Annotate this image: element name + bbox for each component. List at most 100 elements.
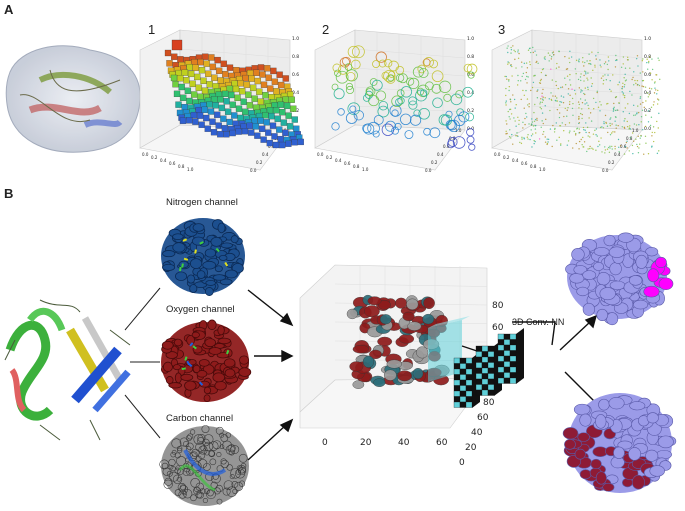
scatter-point xyxy=(527,49,530,51)
scatter-point xyxy=(599,110,601,112)
scatter-point xyxy=(562,102,565,104)
scatter-points xyxy=(504,45,661,155)
voxel xyxy=(240,98,247,105)
scatter-point xyxy=(607,102,609,105)
voxel xyxy=(220,115,227,122)
protein-surface-thumbnail xyxy=(5,45,141,153)
conv-cell xyxy=(487,356,495,363)
voxel-sphere xyxy=(349,361,364,372)
scatter-point xyxy=(542,88,544,91)
scatter-point xyxy=(512,45,514,47)
scatter-point xyxy=(511,65,513,68)
scatter-point xyxy=(648,60,650,63)
scatter-point xyxy=(534,124,536,127)
scatter-point xyxy=(602,127,605,129)
point-ring xyxy=(362,94,371,102)
predicted-binding-surface xyxy=(562,393,677,493)
scatter-point xyxy=(640,115,643,118)
scatter-point xyxy=(623,83,626,86)
voxel xyxy=(271,78,279,85)
scatter-point xyxy=(578,58,580,60)
scatter-point xyxy=(607,68,609,71)
scatter-point xyxy=(508,85,511,88)
scatter-point xyxy=(641,60,644,62)
point-ring xyxy=(387,74,395,82)
scatter-point xyxy=(653,82,656,84)
conv-cell xyxy=(475,373,483,380)
voxel-sphere xyxy=(402,311,415,321)
z-tick-label: 0.2 xyxy=(467,108,474,114)
scatter-point xyxy=(559,100,561,103)
scatter-point xyxy=(652,104,655,106)
mesh-ring xyxy=(193,434,204,445)
scatter-point xyxy=(548,60,550,62)
scatter-point xyxy=(539,106,541,109)
scatter-point xyxy=(605,121,607,124)
scatter-point xyxy=(517,49,519,51)
scatter-point xyxy=(550,92,552,94)
mesh-ring xyxy=(170,465,176,472)
scatter-point xyxy=(610,132,613,134)
conv-cell xyxy=(481,373,489,380)
y-tick-label: 0.4 xyxy=(614,152,621,157)
scatter-point xyxy=(575,72,577,75)
voxel xyxy=(262,92,269,99)
scatter-point xyxy=(596,135,598,137)
grid-x-tick: 40 xyxy=(398,438,410,448)
scatter-point xyxy=(508,80,510,82)
scatter-point xyxy=(600,77,603,79)
conv-cell xyxy=(475,384,483,391)
z-tick-label: 1.0 xyxy=(467,36,474,42)
surface-atom xyxy=(617,440,633,450)
scatter-point xyxy=(505,94,507,97)
voxel xyxy=(246,122,253,129)
voxel xyxy=(228,91,235,99)
scatter-point xyxy=(632,140,635,142)
scatter-point xyxy=(598,140,600,143)
conv-cell xyxy=(453,390,461,397)
conv-cell xyxy=(475,367,483,374)
scatter-point xyxy=(539,82,542,84)
voxel xyxy=(186,64,193,71)
density-sphere xyxy=(217,325,225,336)
conv-cell xyxy=(509,361,517,368)
voxel xyxy=(192,118,199,125)
scatter-point xyxy=(645,142,647,144)
scatter-point xyxy=(540,78,542,81)
scatter-point xyxy=(620,66,623,68)
scatter-point xyxy=(571,97,574,100)
point-ring xyxy=(365,88,374,96)
scatter-point xyxy=(569,84,572,86)
mesh-ring xyxy=(204,488,210,495)
scatter-point xyxy=(547,138,550,141)
voxel-plot-1: 0.00.20.40.60.81.00.00.00.20.20.40.40.60… xyxy=(139,29,304,173)
point-ring xyxy=(345,82,354,91)
scatter-point xyxy=(651,68,654,71)
point-ring xyxy=(404,130,414,139)
scatter-point xyxy=(569,61,571,64)
voxel xyxy=(221,90,229,98)
mesh-ring xyxy=(166,470,173,477)
surface-atom xyxy=(576,286,590,297)
scatter-point xyxy=(545,74,547,77)
scatter-point xyxy=(624,80,627,82)
voxel xyxy=(277,135,284,143)
scatter-point xyxy=(658,112,660,115)
conv-cell xyxy=(475,345,483,352)
voxel xyxy=(226,85,233,92)
scatter-point xyxy=(510,52,512,54)
point-ring xyxy=(394,122,402,131)
y-tick-label: 0.2 xyxy=(431,160,438,165)
voxel xyxy=(256,88,263,95)
scatter-point xyxy=(507,110,509,113)
voxel xyxy=(177,56,184,63)
scatter-point xyxy=(651,146,653,148)
scatter-point xyxy=(595,134,597,136)
voxel-sphere xyxy=(367,296,382,306)
scatter-point xyxy=(533,120,536,122)
voxel xyxy=(218,104,226,112)
scatter-point xyxy=(641,109,644,111)
point-ring xyxy=(334,69,342,77)
scatter-point xyxy=(622,94,624,96)
scatter-point xyxy=(646,58,648,60)
